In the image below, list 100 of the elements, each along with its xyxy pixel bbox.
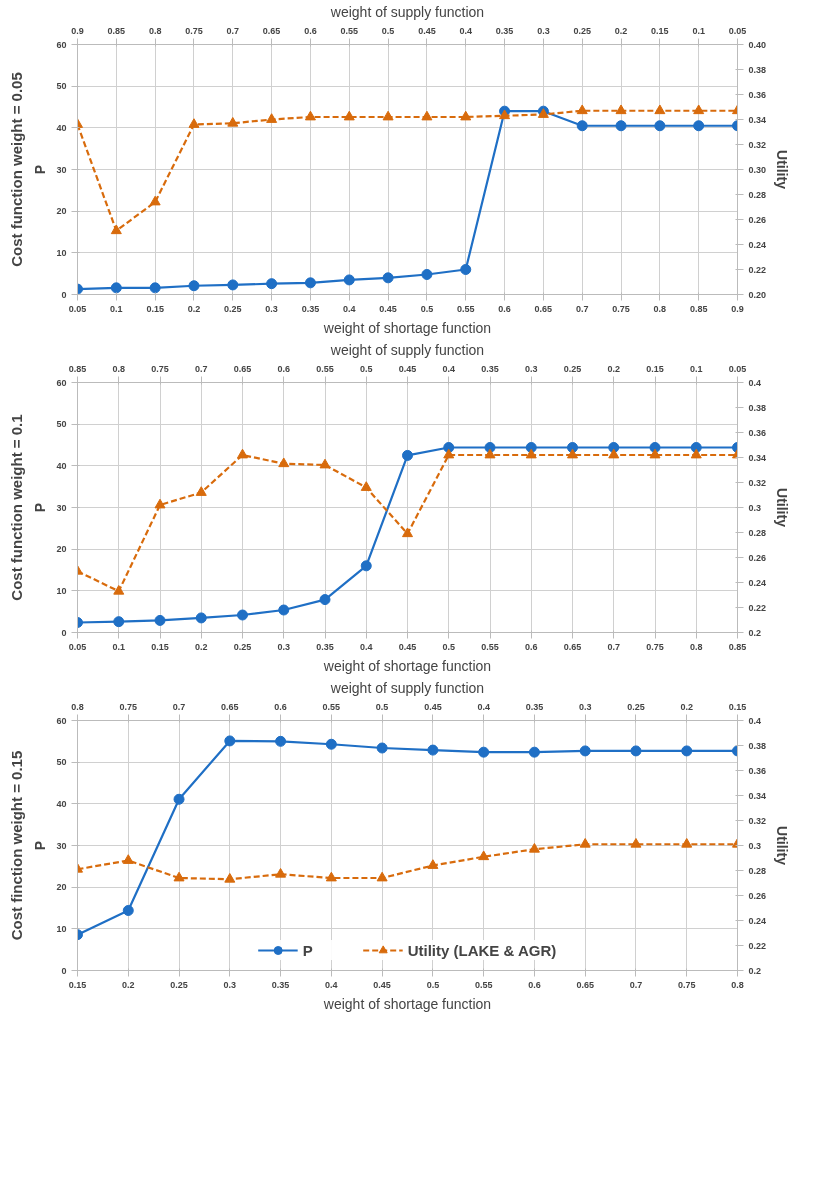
x2-axis-title: weight of supply function bbox=[329, 3, 485, 20]
y2-tick-label: 0.26 bbox=[748, 214, 767, 225]
x-tick-label: 0.05 bbox=[68, 303, 87, 314]
point bbox=[681, 745, 693, 757]
point bbox=[319, 594, 331, 606]
y2-tick-label: 0.34 bbox=[748, 452, 767, 463]
x-tick-label: 0.75 bbox=[677, 979, 696, 990]
y2-tick-label: 0.36 bbox=[748, 427, 767, 438]
x-tick-label: 0.7 bbox=[607, 641, 621, 652]
x-tick-label: 0.9 bbox=[731, 303, 744, 314]
point bbox=[275, 735, 287, 747]
x-tick-label: 0.55 bbox=[474, 979, 493, 990]
point bbox=[224, 872, 236, 883]
y2-axis-title: Utility bbox=[774, 150, 791, 190]
y2-tick-label: 0.22 bbox=[748, 940, 767, 951]
point bbox=[421, 269, 433, 280]
x2-axis-title: weight of supply function bbox=[329, 341, 485, 358]
point bbox=[576, 120, 588, 132]
y2-tick-label: 0.40 bbox=[748, 39, 767, 50]
x-tick-label: 0.4 bbox=[325, 979, 338, 990]
y-tick-label: 50 bbox=[56, 757, 67, 768]
point bbox=[693, 104, 705, 115]
x2-tick-label: 0.2 bbox=[614, 25, 628, 36]
point bbox=[460, 110, 472, 121]
x2-tick-label: 0.05 bbox=[728, 363, 747, 374]
point bbox=[579, 745, 591, 757]
y2-tick-label: 0.38 bbox=[748, 402, 767, 413]
x-tick-label: 0.85 bbox=[689, 303, 708, 314]
point bbox=[528, 746, 540, 758]
x2-tick-label: 0.3 bbox=[578, 701, 592, 712]
x2-tick-label: 0.35 bbox=[525, 701, 544, 712]
x-tick-label: 0.45 bbox=[379, 303, 397, 314]
point bbox=[304, 277, 316, 289]
x2-tick-label: 0.1 bbox=[692, 25, 705, 36]
x2-axis-title: weight of supply function bbox=[329, 679, 485, 696]
point bbox=[237, 609, 248, 621]
x2-tick-label: 0.35 bbox=[481, 363, 499, 374]
y2-tick-label: 0.28 bbox=[748, 527, 767, 538]
point bbox=[195, 612, 207, 624]
point bbox=[649, 448, 661, 459]
y2-tick-label: 0.32 bbox=[748, 815, 767, 826]
point bbox=[525, 448, 537, 459]
x2-tick-label: 0.1 bbox=[689, 363, 703, 374]
x2-tick-label: 0.25 bbox=[627, 701, 645, 712]
y-tick-label: 20 bbox=[56, 206, 67, 217]
x-tick-label: 0.2 bbox=[187, 303, 201, 314]
y2-tick-label: 0.20 bbox=[748, 289, 767, 300]
x-tick-label: 0.4 bbox=[359, 641, 373, 652]
x2-tick-label: 0.45 bbox=[424, 701, 442, 712]
legend-label: P bbox=[302, 941, 314, 959]
point bbox=[693, 120, 705, 132]
point bbox=[343, 110, 355, 121]
y2-tick-label: 0.28 bbox=[748, 189, 767, 200]
x-tick-label: 0.3 bbox=[277, 641, 291, 652]
x2-tick-label: 0.6 bbox=[304, 25, 317, 36]
point bbox=[630, 745, 642, 757]
y2-tick-label: 0.24 bbox=[748, 577, 767, 588]
y2-tick-label: 0.36 bbox=[748, 765, 767, 776]
x-tick-label: 0.45 bbox=[373, 979, 391, 990]
y2-tick-label: 0.34 bbox=[748, 114, 767, 125]
x2-tick-label: 0.4 bbox=[459, 25, 472, 36]
point bbox=[122, 854, 134, 864]
y2-tick-label: 0.2 bbox=[748, 627, 762, 638]
point bbox=[149, 282, 161, 294]
y-axis-title: P bbox=[32, 164, 49, 175]
x-tick-label: 0.65 bbox=[576, 979, 594, 990]
y-tick-label: 60 bbox=[56, 715, 67, 726]
x2-tick-label: 0.25 bbox=[563, 363, 582, 374]
y2-tick-label: 0.24 bbox=[748, 239, 767, 250]
point bbox=[113, 616, 125, 628]
y2-tick-label: 0.22 bbox=[748, 264, 767, 275]
x-tick-label: 0.25 bbox=[170, 979, 188, 990]
x-tick-label: 0.05 bbox=[68, 641, 87, 652]
y-axis-title: P bbox=[32, 840, 49, 851]
x2-tick-label: 0.6 bbox=[274, 701, 287, 712]
point bbox=[266, 278, 278, 290]
x-tick-label: 0.35 bbox=[271, 979, 290, 990]
point bbox=[421, 110, 433, 121]
point bbox=[173, 871, 185, 882]
x2-tick-label: 0.25 bbox=[573, 25, 591, 36]
x2-tick-label: 0.55 bbox=[340, 25, 359, 36]
point bbox=[579, 837, 591, 848]
x-tick-label: 0.8 bbox=[689, 641, 703, 652]
x-tick-label: 0.75 bbox=[646, 641, 664, 652]
x2-tick-label: 0.35 bbox=[495, 25, 514, 36]
point bbox=[122, 905, 134, 916]
point bbox=[188, 118, 200, 128]
x-tick-label: 0.7 bbox=[629, 979, 643, 990]
text: Cost function weight = 0.05 bbox=[7, 72, 25, 267]
point bbox=[110, 282, 122, 294]
point bbox=[227, 116, 239, 127]
x2-tick-label: 0.4 bbox=[442, 363, 456, 374]
y-tick-label: 0 bbox=[61, 965, 67, 976]
y-tick-label: 30 bbox=[56, 502, 67, 513]
x-tick-label: 0.75 bbox=[612, 303, 630, 314]
y-tick-label: 40 bbox=[56, 460, 67, 471]
point bbox=[149, 195, 161, 206]
point bbox=[278, 604, 290, 616]
x2-tick-label: 0.15 bbox=[651, 25, 669, 36]
y-tick-label: 40 bbox=[56, 122, 67, 133]
